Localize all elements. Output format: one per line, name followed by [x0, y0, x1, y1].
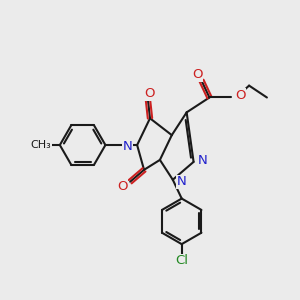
- Text: O: O: [117, 180, 128, 193]
- Text: N: N: [198, 154, 207, 167]
- Text: O: O: [235, 89, 246, 102]
- Text: O: O: [192, 68, 203, 81]
- Text: N: N: [122, 140, 132, 152]
- Text: Cl: Cl: [175, 254, 188, 268]
- Text: O: O: [145, 87, 155, 100]
- Text: N: N: [177, 175, 187, 188]
- Text: CH₃: CH₃: [31, 140, 51, 150]
